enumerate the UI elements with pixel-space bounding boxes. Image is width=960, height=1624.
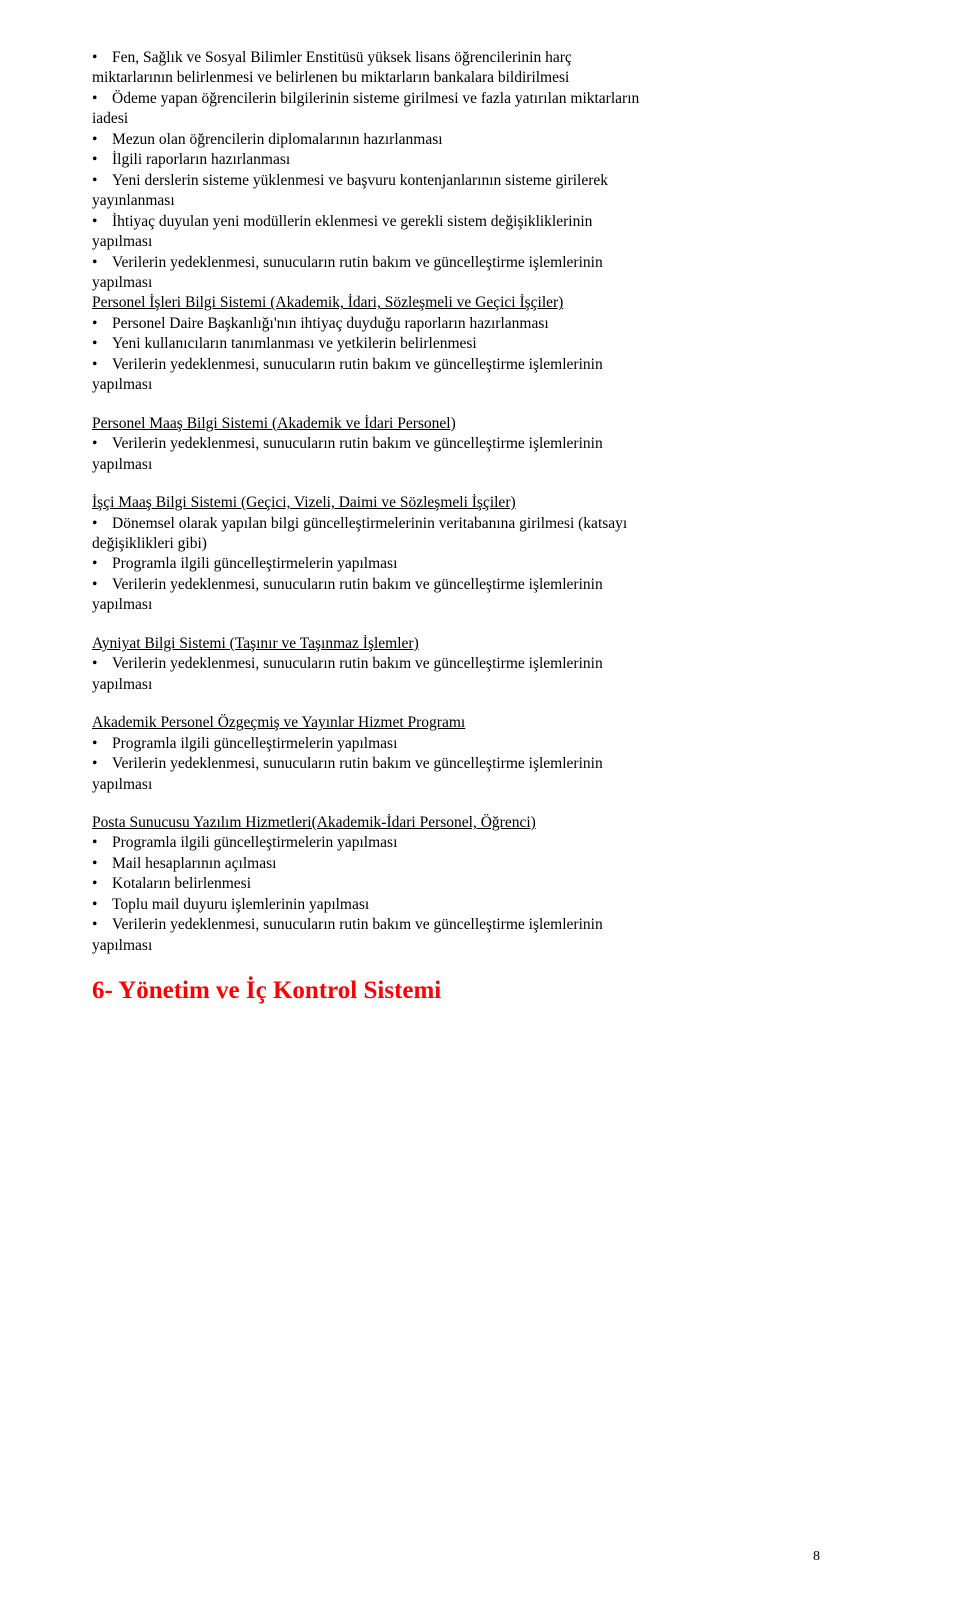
subsection-title: Personel İşleri Bilgi Sistemi (Akademik,… bbox=[92, 293, 890, 313]
bullet-text: Mail hesaplarının açılması bbox=[112, 854, 890, 874]
continuation-text: yapılması bbox=[92, 595, 890, 615]
bullet-line: •Fen, Sağlık ve Sosyal Bilimler Enstitüs… bbox=[92, 48, 890, 68]
continuation-text: yapılması bbox=[92, 455, 890, 475]
bullet-line: •Yeni kullanıcıların tanımlanması ve yet… bbox=[92, 334, 890, 354]
bullet-icon: • bbox=[92, 514, 112, 534]
bullet-text: Programla ilgili güncelleştirmelerin yap… bbox=[112, 554, 890, 574]
bullet-line: •Yeni derslerin sisteme yüklenmesi ve ba… bbox=[92, 171, 890, 191]
subsection-title: Ayniyat Bilgi Sistemi (Taşınır ve Taşınm… bbox=[92, 634, 890, 654]
bullet-text: Verilerin yedeklenmesi, sunucuların ruti… bbox=[112, 355, 890, 375]
continuation-text: yapılması bbox=[92, 375, 890, 395]
page-number: 8 bbox=[813, 1548, 820, 1566]
continuation-text: yayınlanması bbox=[92, 191, 890, 211]
bullet-text: Ödeme yapan öğrencilerin bilgilerinin si… bbox=[112, 89, 890, 109]
bullet-icon: • bbox=[92, 575, 112, 595]
bullet-icon: • bbox=[92, 833, 112, 853]
bullet-line: •Verilerin yedeklenmesi, sunucuların rut… bbox=[92, 355, 890, 375]
bullet-text: Verilerin yedeklenmesi, sunucuların ruti… bbox=[112, 434, 890, 454]
bullet-icon: • bbox=[92, 434, 112, 454]
continuation-text: değişiklikleri gibi) bbox=[92, 534, 890, 554]
subsection-title: İşçi Maaş Bilgi Sistemi (Geçici, Vizeli,… bbox=[92, 493, 890, 513]
bullet-line: •Ödeme yapan öğrencilerin bilgilerinin s… bbox=[92, 89, 890, 109]
bullet-icon: • bbox=[92, 654, 112, 674]
section-heading: 6- Yönetim ve İç Kontrol Sistemi bbox=[92, 974, 890, 1007]
section-gap bbox=[92, 795, 890, 813]
section-gap bbox=[92, 475, 890, 493]
bullet-line: •Programla ilgili güncelleştirmelerin ya… bbox=[92, 734, 890, 754]
bullet-line: •Personel Daire Başkanlığı'nın ihtiyaç d… bbox=[92, 314, 890, 334]
bullet-text: Fen, Sağlık ve Sosyal Bilimler Enstitüsü… bbox=[112, 48, 890, 68]
bullet-line: •Verilerin yedeklenmesi, sunucuların rut… bbox=[92, 915, 890, 935]
bullet-text: Yeni derslerin sisteme yüklenmesi ve baş… bbox=[112, 171, 890, 191]
continuation-text: yapılması bbox=[92, 273, 890, 293]
bullet-icon: • bbox=[92, 89, 112, 109]
bullet-text: Programla ilgili güncelleştirmelerin yap… bbox=[112, 833, 890, 853]
bullet-line: •Verilerin yedeklenmesi, sunucuların rut… bbox=[92, 754, 890, 774]
bullet-line: •Kotaların belirlenmesi bbox=[92, 874, 890, 894]
continuation-text: yapılması bbox=[92, 775, 890, 795]
bullet-text: Verilerin yedeklenmesi, sunucuların ruti… bbox=[112, 253, 890, 273]
bullet-icon: • bbox=[92, 171, 112, 191]
bullet-text: Verilerin yedeklenmesi, sunucuların ruti… bbox=[112, 575, 890, 595]
bullet-icon: • bbox=[92, 253, 112, 273]
bullet-text: Verilerin yedeklenmesi, sunucuların ruti… bbox=[112, 654, 890, 674]
continuation-text: miktarlarının belirlenmesi ve belirlenen… bbox=[92, 68, 890, 88]
bullet-line: •Mezun olan öğrencilerin diplomalarının … bbox=[92, 130, 890, 150]
bullet-text: Dönemsel olarak yapılan bilgi güncelleşt… bbox=[112, 514, 890, 534]
bullet-text: Programla ilgili güncelleştirmelerin yap… bbox=[112, 734, 890, 754]
bullet-text: İhtiyaç duyulan yeni modüllerin eklenmes… bbox=[112, 212, 890, 232]
bullet-icon: • bbox=[92, 874, 112, 894]
bullet-text: Toplu mail duyuru işlemlerinin yapılması bbox=[112, 895, 890, 915]
bullet-line: •Verilerin yedeklenmesi, sunucuların rut… bbox=[92, 575, 890, 595]
document-body: •Fen, Sağlık ve Sosyal Bilimler Enstitüs… bbox=[92, 48, 890, 956]
subsection-title: Personel Maaş Bilgi Sistemi (Akademik ve… bbox=[92, 414, 890, 434]
bullet-text: İlgili raporların hazırlanması bbox=[112, 150, 890, 170]
bullet-line: •Mail hesaplarının açılması bbox=[92, 854, 890, 874]
bullet-line: •Programla ilgili güncelleştirmelerin ya… bbox=[92, 554, 890, 574]
bullet-icon: • bbox=[92, 314, 112, 334]
bullet-line: •Programla ilgili güncelleştirmelerin ya… bbox=[92, 833, 890, 853]
section-gap bbox=[92, 695, 890, 713]
section-gap bbox=[92, 396, 890, 414]
subsection-title: Posta Sunucusu Yazılım Hizmetleri(Akadem… bbox=[92, 813, 890, 833]
continuation-text: iadesi bbox=[92, 109, 890, 129]
bullet-icon: • bbox=[92, 895, 112, 915]
section-gap bbox=[92, 616, 890, 634]
bullet-line: •Verilerin yedeklenmesi, sunucuların rut… bbox=[92, 253, 890, 273]
bullet-text: Yeni kullanıcıların tanımlanması ve yetk… bbox=[112, 334, 890, 354]
bullet-icon: • bbox=[92, 150, 112, 170]
bullet-icon: • bbox=[92, 854, 112, 874]
bullet-icon: • bbox=[92, 754, 112, 774]
bullet-text: Kotaların belirlenmesi bbox=[112, 874, 890, 894]
subsection-title: Akademik Personel Özgeçmiş ve Yayınlar H… bbox=[92, 713, 890, 733]
bullet-icon: • bbox=[92, 554, 112, 574]
bullet-line: •Dönemsel olarak yapılan bilgi güncelleş… bbox=[92, 514, 890, 534]
bullet-icon: • bbox=[92, 130, 112, 150]
bullet-line: •İlgili raporların hazırlanması bbox=[92, 150, 890, 170]
continuation-text: yapılması bbox=[92, 675, 890, 695]
bullet-icon: • bbox=[92, 48, 112, 68]
bullet-icon: • bbox=[92, 334, 112, 354]
bullet-line: •Verilerin yedeklenmesi, sunucuların rut… bbox=[92, 434, 890, 454]
bullet-line: •Verilerin yedeklenmesi, sunucuların rut… bbox=[92, 654, 890, 674]
continuation-text: yapılması bbox=[92, 232, 890, 252]
bullet-icon: • bbox=[92, 915, 112, 935]
continuation-text: yapılması bbox=[92, 936, 890, 956]
bullet-text: Verilerin yedeklenmesi, sunucuların ruti… bbox=[112, 915, 890, 935]
bullet-line: •Toplu mail duyuru işlemlerinin yapılmas… bbox=[92, 895, 890, 915]
bullet-icon: • bbox=[92, 734, 112, 754]
bullet-text: Verilerin yedeklenmesi, sunucuların ruti… bbox=[112, 754, 890, 774]
bullet-text: Personel Daire Başkanlığı'nın ihtiyaç du… bbox=[112, 314, 890, 334]
bullet-line: •İhtiyaç duyulan yeni modüllerin eklenme… bbox=[92, 212, 890, 232]
bullet-icon: • bbox=[92, 355, 112, 375]
page: •Fen, Sağlık ve Sosyal Bilimler Enstitüs… bbox=[92, 48, 890, 1584]
bullet-text: Mezun olan öğrencilerin diplomalarının h… bbox=[112, 130, 890, 150]
bullet-icon: • bbox=[92, 212, 112, 232]
